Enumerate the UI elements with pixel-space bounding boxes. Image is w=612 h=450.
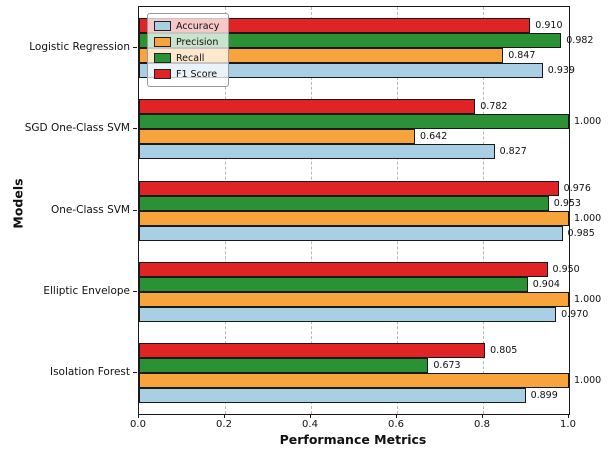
y-tick-mark bbox=[133, 209, 137, 211]
bar-accuracy bbox=[139, 225, 563, 241]
x-tick-mark bbox=[138, 414, 139, 418]
legend-item-f1-score: F1 Score bbox=[154, 66, 219, 82]
bar-f1-score bbox=[139, 261, 548, 277]
y-tick-label: SGD One-Class SVM bbox=[24, 122, 130, 135]
x-tick-mark bbox=[568, 414, 569, 418]
bar-f1-score bbox=[139, 180, 559, 196]
bar-value-label: 0.673 bbox=[433, 360, 461, 372]
x-tick-label: 0.6 bbox=[388, 419, 404, 430]
bar-value-label: 0.805 bbox=[490, 345, 518, 357]
x-tick-label: 0.4 bbox=[302, 419, 318, 430]
bar-value-label: 1.000 bbox=[574, 293, 602, 305]
bar-recall bbox=[139, 276, 528, 292]
legend-label: Accuracy bbox=[176, 20, 220, 32]
legend-swatch-icon bbox=[154, 37, 171, 47]
bar-value-label: 0.939 bbox=[547, 64, 575, 76]
x-tick-mark bbox=[482, 414, 483, 418]
bar-recall bbox=[139, 195, 549, 211]
y-tick-label: Elliptic Envelope bbox=[43, 284, 130, 297]
x-tick-label: 1.0 bbox=[560, 419, 576, 430]
bar-value-label: 0.782 bbox=[480, 101, 508, 113]
bar-value-label: 0.976 bbox=[563, 182, 591, 194]
bar-value-label: 0.982 bbox=[566, 34, 594, 46]
bar-precision bbox=[139, 47, 504, 63]
legend-swatch-icon bbox=[154, 21, 171, 31]
x-tick-label: 0.8 bbox=[474, 419, 490, 430]
bar-value-label: 0.899 bbox=[530, 390, 558, 402]
legend-item-accuracy: Accuracy bbox=[154, 18, 219, 34]
bar-precision bbox=[139, 129, 416, 145]
bar-value-label: 1.000 bbox=[574, 116, 602, 128]
bar-value-label: 0.910 bbox=[535, 19, 563, 31]
bar-accuracy bbox=[139, 388, 526, 404]
legend-item-precision: Precision bbox=[154, 34, 219, 50]
y-tick-label: Logistic Regression bbox=[29, 40, 130, 53]
bar-value-label: 0.970 bbox=[561, 308, 589, 320]
x-tick-label: 0.0 bbox=[130, 419, 146, 430]
bar-precision bbox=[139, 210, 569, 226]
bar-value-label: 0.985 bbox=[567, 227, 595, 239]
bar-value-label: 0.904 bbox=[532, 278, 560, 290]
y-tick-mark bbox=[133, 128, 137, 130]
bar-accuracy bbox=[139, 306, 557, 322]
bar-precision bbox=[139, 291, 569, 307]
legend-label: Precision bbox=[176, 36, 219, 48]
bar-recall bbox=[139, 358, 429, 374]
bar-value-label: 0.847 bbox=[508, 49, 536, 61]
x-tick-mark bbox=[396, 414, 397, 418]
y-tick-mark bbox=[133, 290, 137, 292]
bar-recall bbox=[139, 114, 569, 130]
legend: Accuracy Precision Recall F1 Score bbox=[147, 13, 230, 87]
y-tick-mark bbox=[133, 372, 137, 374]
x-tick-mark bbox=[224, 414, 225, 418]
bar-recall bbox=[139, 32, 562, 48]
bar-accuracy bbox=[139, 62, 543, 78]
bar-value-label: 1.000 bbox=[574, 375, 602, 387]
x-tick-mark bbox=[310, 414, 311, 418]
bar-f1-score bbox=[139, 343, 486, 359]
bar-value-label: 0.953 bbox=[553, 197, 581, 209]
x-axis-label: Performance Metrics bbox=[279, 432, 427, 447]
y-tick-label: Isolation Forest bbox=[49, 366, 130, 379]
bar-f1-score bbox=[139, 17, 531, 33]
x-tick-label: 0.2 bbox=[216, 419, 232, 430]
bar-precision bbox=[139, 373, 569, 389]
bar-value-label: 1.000 bbox=[574, 212, 602, 224]
plot-area: Accuracy Precision Recall F1 Score 0.910 0.9… bbox=[138, 6, 601, 415]
bar-value-label: 0.642 bbox=[420, 131, 448, 143]
bar-accuracy bbox=[139, 144, 495, 160]
legend-label: Recall bbox=[176, 52, 205, 64]
legend-label: F1 Score bbox=[176, 68, 218, 80]
legend-item-recall: Recall bbox=[154, 50, 219, 66]
y-tick-label: One-Class SVM bbox=[50, 203, 130, 216]
legend-swatch-icon bbox=[154, 53, 171, 63]
bar-value-label: 0.827 bbox=[499, 146, 527, 158]
bar-f1-score bbox=[139, 99, 476, 115]
bar-value-label: 0.950 bbox=[552, 263, 580, 275]
legend-swatch-icon bbox=[154, 69, 171, 79]
y-tick-mark bbox=[133, 46, 137, 48]
